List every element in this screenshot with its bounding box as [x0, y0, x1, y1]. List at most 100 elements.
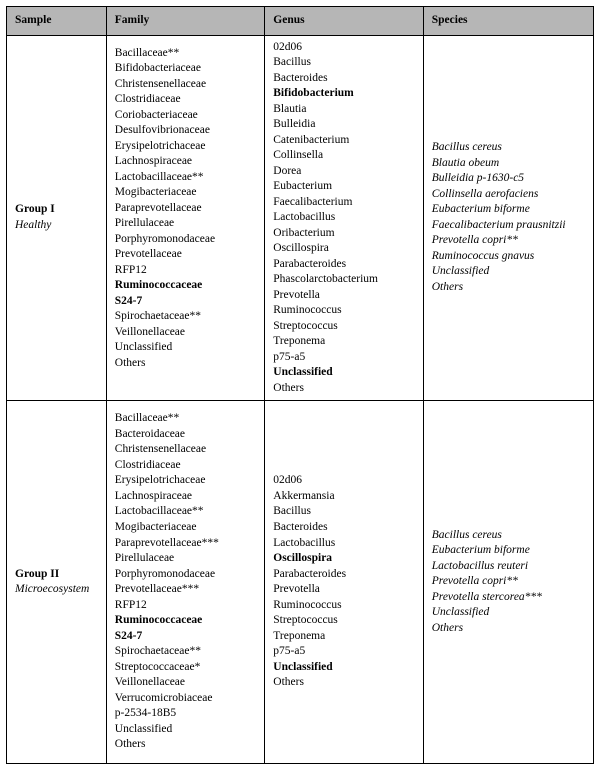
list-item: Streptococcus [273, 613, 414, 629]
list-item: Bacillaceae** [115, 411, 256, 427]
list-item: Ruminococcaceae [115, 278, 256, 294]
list-item: Others [273, 675, 414, 691]
list-item: Eubacterium biforme [432, 202, 585, 218]
list-item: Faecalibacterium [273, 195, 414, 211]
list-item: Coriobacteriaceae [115, 108, 256, 124]
list-item: Pirellulaceae [115, 216, 256, 232]
list-item: Others [432, 621, 585, 637]
list-item: Prevotella stercorea*** [432, 590, 585, 606]
list-item: Bulleidia [273, 117, 414, 133]
species-cell: Bacillus cereusBlautia obeumBulleidia p-… [423, 35, 593, 401]
list-item: Spirochaetaceae** [115, 309, 256, 325]
list-item: Oscillospira [273, 241, 414, 257]
list-item: Porphyromonodaceae [115, 567, 256, 583]
list-item: Pirellulaceae [115, 551, 256, 567]
list-item: S24-7 [115, 629, 256, 645]
list-item: Paraprevotellaceae [115, 201, 256, 217]
list-item: Lachnospiraceae [115, 489, 256, 505]
list-item: p75-a5 [273, 350, 414, 366]
list-item: Desulfovibrionaceae [115, 123, 256, 139]
list-item: Prevotellaceae [115, 247, 256, 263]
list-item: Christensenellaceae [115, 77, 256, 93]
list-item: Unclassified [432, 605, 585, 621]
list-item: Bacteroides [273, 71, 414, 87]
list-item: Unclassified [432, 264, 585, 280]
list-item: Lactobacillus [273, 536, 414, 552]
list-item: Bifidobacterium [273, 86, 414, 102]
list-item: Bacillus [273, 55, 414, 71]
list-item: Unclassified [115, 340, 256, 356]
list-item: Blautia obeum [432, 156, 585, 172]
list-item: Bacteroidaceae [115, 427, 256, 443]
list-item: Dorea [273, 164, 414, 180]
list-item: Oribacterium [273, 226, 414, 242]
list-item: Veillonellaceae [115, 675, 256, 691]
list-item: Lactobacillus reuteri [432, 559, 585, 575]
list-item: p75-a5 [273, 644, 414, 660]
list-item: Spirochaetaceae** [115, 644, 256, 660]
list-item: Prevotella [273, 582, 414, 598]
list-item: 02d06 [273, 40, 414, 56]
sample-condition: Microecosystem [15, 582, 98, 598]
list-item: Ruminococcaceae [115, 613, 256, 629]
list-item: Unclassified [115, 722, 256, 738]
list-item: Collinsella [273, 148, 414, 164]
list-item: Faecalibacterium prausnitzii [432, 218, 585, 234]
table-row: Group IIMicroecosystemBacillaceae**Bacte… [7, 401, 594, 763]
list-item: Porphyromonodaceae [115, 232, 256, 248]
list-item: Prevotella copri** [432, 233, 585, 249]
family-cell: Bacillaceae**BifidobacteriaceaeChristens… [106, 35, 264, 401]
col-sample: Sample [7, 7, 107, 36]
list-item: Erysipelotrichaceae [115, 473, 256, 489]
list-item: Treponema [273, 334, 414, 350]
list-item: Bacillus cereus [432, 528, 585, 544]
list-item: Others [115, 356, 256, 372]
list-item: RFP12 [115, 263, 256, 279]
sample-cell: Group IHealthy [7, 35, 107, 401]
table-row: Group IHealthyBacillaceae**Bifidobacteri… [7, 35, 594, 401]
list-item: Lactobacillaceae** [115, 504, 256, 520]
list-item: Ruminococcus gnavus [432, 249, 585, 265]
list-item: Bacillus [273, 504, 414, 520]
list-item: Eubacterium biforme [432, 543, 585, 559]
list-item: Bacillus cereus [432, 140, 585, 156]
list-item: Ruminococcus [273, 303, 414, 319]
list-item: Clostridiaceae [115, 458, 256, 474]
list-item: Mogibacteriaceae [115, 185, 256, 201]
col-species: Species [423, 7, 593, 36]
genus-cell: 02d06BacillusBacteroidesBifidobacterium B… [265, 35, 423, 401]
list-item: Bulleidia p-1630-c5 [432, 171, 585, 187]
list-item: Streptococcus [273, 319, 414, 335]
list-item: Eubacterium [273, 179, 414, 195]
sample-condition: Healthy [15, 218, 98, 234]
list-item: Prevotella copri** [432, 574, 585, 590]
sample-name: Group I [15, 202, 98, 218]
sample-name: Group II [15, 567, 98, 583]
list-item: Paraprevotellaceae*** [115, 536, 256, 552]
list-item: Streptococcaceae* [115, 660, 256, 676]
list-item: Unclassified [273, 365, 414, 381]
list-item: Collinsella aerofaciens [432, 187, 585, 203]
list-item: Bifidobacteriaceae [115, 61, 256, 77]
list-item: Others [115, 737, 256, 753]
list-item: Oscillospira [273, 551, 414, 567]
list-item: p-2534-18B5 [115, 706, 256, 722]
list-item: Bacteroides [273, 520, 414, 536]
list-item: 02d06 [273, 473, 414, 489]
list-item: Treponema [273, 629, 414, 645]
col-family: Family [106, 7, 264, 36]
sample-cell: Group IIMicroecosystem [7, 401, 107, 763]
list-item: Ruminococcus [273, 598, 414, 614]
table-header-row: Sample Family Genus Species [7, 7, 594, 36]
list-item: Catenibacterium [273, 133, 414, 149]
list-item: S24-7 [115, 294, 256, 310]
list-item: Unclassified [273, 660, 414, 676]
list-item: Christensenellaceae [115, 442, 256, 458]
taxonomy-table: Sample Family Genus Species Group IHealt… [6, 6, 594, 764]
list-item: Mogibacteriaceae [115, 520, 256, 536]
list-item: Erysipelotrichaceae [115, 139, 256, 155]
list-item: RFP12 [115, 598, 256, 614]
list-item: Bacillaceae** [115, 46, 256, 62]
col-genus: Genus [265, 7, 423, 36]
genus-cell: 02d06AkkermansiaBacillusBacteroidesLacto… [265, 401, 423, 763]
